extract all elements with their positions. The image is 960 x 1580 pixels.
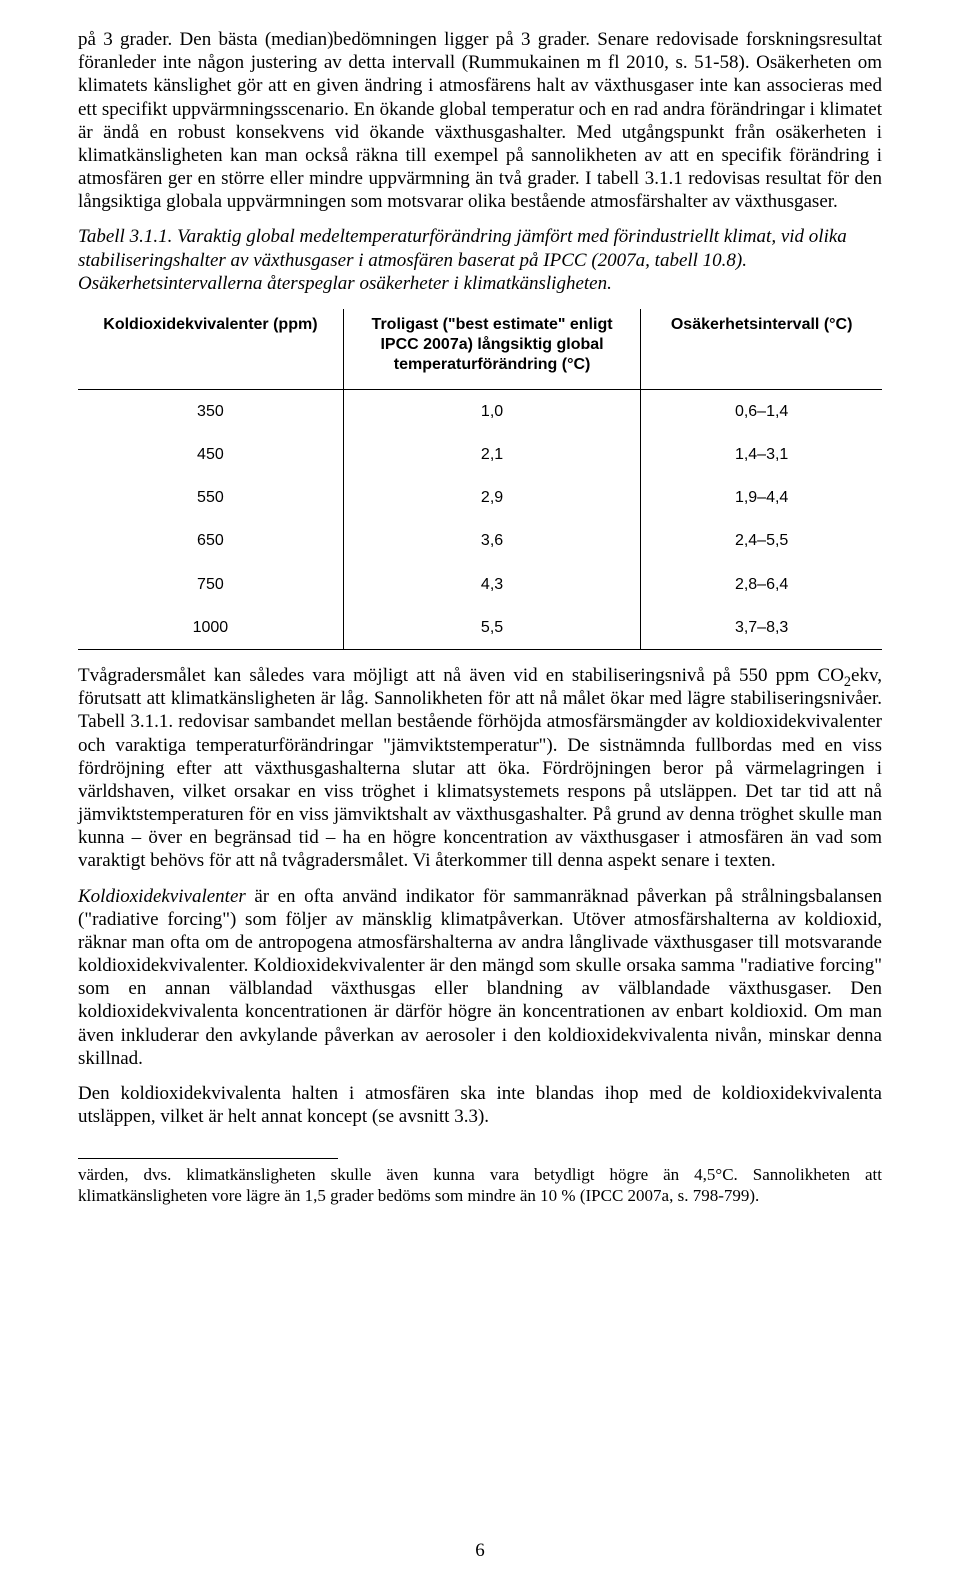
table-row: 350 1,0 0,6–1,4 bbox=[78, 389, 882, 433]
table-cell: 1,4–3,1 bbox=[641, 433, 882, 476]
table-cell: 450 bbox=[78, 433, 343, 476]
table-cell: 2,8–6,4 bbox=[641, 563, 882, 606]
paragraph-4-lead: Koldioxidekvivalenter bbox=[78, 886, 246, 907]
table-caption-text: Varaktig global medeltemperaturförändrin… bbox=[78, 226, 847, 293]
table-header-2: Troligast ("best estimate" enligt IPCC 2… bbox=[343, 309, 640, 390]
paragraph-3-part-b: ekv, förutsatt att klimatkänsligheten är… bbox=[78, 665, 882, 871]
table-row: 450 2,1 1,4–3,1 bbox=[78, 433, 882, 476]
data-table: Koldioxidekvivalenter (ppm) Troligast ("… bbox=[78, 309, 882, 650]
table-cell: 750 bbox=[78, 563, 343, 606]
footnote-text: värden, dvs. klimatkänsligheten skulle ä… bbox=[78, 1165, 882, 1206]
table-cell: 1,0 bbox=[343, 389, 640, 433]
table-header-3: Osäkerhetsintervall (°C) bbox=[641, 309, 882, 390]
table-row: 650 3,6 2,4–5,5 bbox=[78, 519, 882, 562]
paragraph-3-part-a: Tvågradersmålet kan således vara möjligt… bbox=[78, 665, 844, 686]
paragraph-1: på 3 grader. Den bästa (median)bedömning… bbox=[78, 28, 882, 213]
table-row: 1000 5,5 3,7–8,3 bbox=[78, 606, 882, 650]
table-cell: 5,5 bbox=[343, 606, 640, 650]
table-cell: 650 bbox=[78, 519, 343, 562]
table-cell: 1,9–4,4 bbox=[641, 476, 882, 519]
table-header-row: Koldioxidekvivalenter (ppm) Troligast ("… bbox=[78, 309, 882, 390]
table-cell: 2,1 bbox=[343, 433, 640, 476]
table-cell: 2,9 bbox=[343, 476, 640, 519]
table-caption: Tabell 3.1.1. Varaktig global medeltempe… bbox=[78, 225, 882, 295]
table-cell: 550 bbox=[78, 476, 343, 519]
paragraph-4: Koldioxidekvivalenter är en ofta använd … bbox=[78, 885, 882, 1070]
table-cell: 3,7–8,3 bbox=[641, 606, 882, 650]
paragraph-3: Tvågradersmålet kan således vara möjligt… bbox=[78, 664, 882, 873]
paragraph-4-rest: är en ofta använd indikator för sammanrä… bbox=[78, 886, 882, 1069]
table-row: 550 2,9 1,9–4,4 bbox=[78, 476, 882, 519]
table-cell: 0,6–1,4 bbox=[641, 389, 882, 433]
table-cell: 1000 bbox=[78, 606, 343, 650]
table-cell: 2,4–5,5 bbox=[641, 519, 882, 562]
table-caption-lead: Tabell 3.1.1. bbox=[78, 226, 177, 247]
table-cell: 3,6 bbox=[343, 519, 640, 562]
document-page: på 3 grader. Den bästa (median)bedömning… bbox=[0, 0, 960, 1580]
table-row: 750 4,3 2,8–6,4 bbox=[78, 563, 882, 606]
table-header-1: Koldioxidekvivalenter (ppm) bbox=[78, 309, 343, 390]
table-body: 350 1,0 0,6–1,4 450 2,1 1,4–3,1 550 2,9 … bbox=[78, 389, 882, 649]
table-cell: 4,3 bbox=[343, 563, 640, 606]
page-number: 6 bbox=[0, 1540, 960, 1562]
footnote-separator bbox=[78, 1158, 338, 1159]
table-cell: 350 bbox=[78, 389, 343, 433]
paragraph-5: Den koldioxidekvivalenta halten i atmosf… bbox=[78, 1082, 882, 1128]
